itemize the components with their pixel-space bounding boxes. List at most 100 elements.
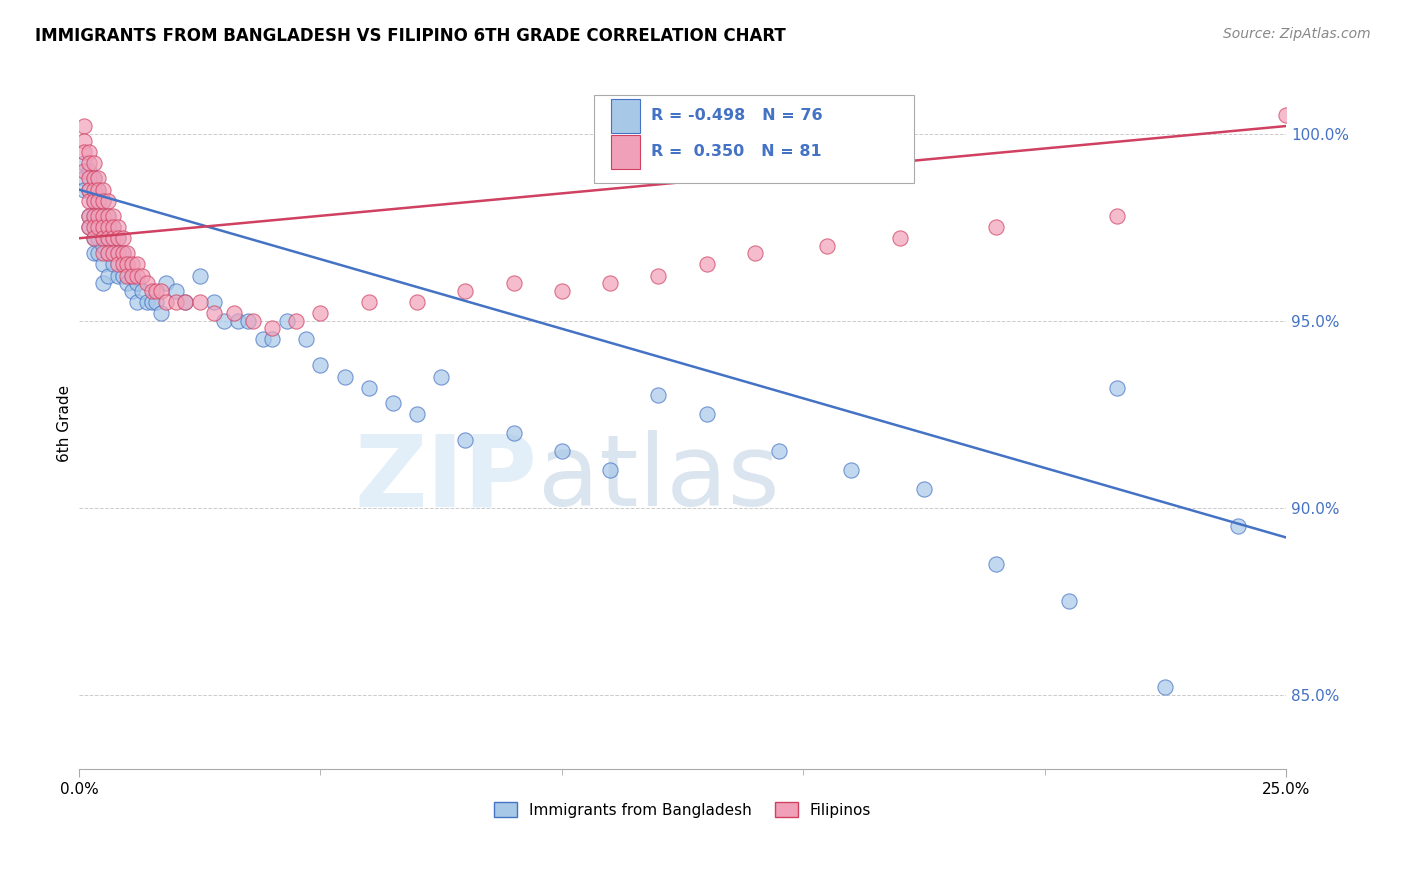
Point xyxy=(91,246,114,260)
Point xyxy=(1105,381,1128,395)
Point xyxy=(77,145,100,160)
Point xyxy=(83,209,105,223)
Point xyxy=(188,268,211,283)
Point xyxy=(117,276,139,290)
Point xyxy=(111,231,134,245)
Point xyxy=(1154,680,1177,694)
Point xyxy=(125,276,148,290)
Point xyxy=(107,246,129,260)
Point xyxy=(91,194,114,208)
Point xyxy=(131,284,153,298)
Text: R =  0.350   N = 81: R = 0.350 N = 81 xyxy=(651,145,821,160)
Point xyxy=(97,209,120,223)
Point xyxy=(73,134,96,148)
Text: atlas: atlas xyxy=(537,430,779,527)
Point xyxy=(77,209,100,223)
Point xyxy=(599,276,621,290)
Point xyxy=(83,183,105,197)
Point xyxy=(309,359,332,373)
Point xyxy=(73,171,96,186)
Point xyxy=(73,145,96,160)
Point xyxy=(145,294,167,309)
Point xyxy=(87,183,110,197)
Point xyxy=(87,220,110,235)
Point xyxy=(87,194,110,208)
Point xyxy=(252,332,274,346)
Point xyxy=(91,238,114,252)
Point xyxy=(551,444,574,458)
Point xyxy=(77,183,100,197)
Point xyxy=(121,257,143,271)
Point xyxy=(107,257,129,271)
Point xyxy=(1057,594,1080,608)
Point xyxy=(83,194,105,208)
FancyBboxPatch shape xyxy=(612,135,640,169)
Point xyxy=(357,294,380,309)
Point xyxy=(815,238,838,252)
Point xyxy=(696,257,718,271)
Point xyxy=(125,257,148,271)
Point xyxy=(97,268,120,283)
Point xyxy=(77,220,100,235)
Point xyxy=(87,183,110,197)
Point xyxy=(101,220,124,235)
Point xyxy=(647,268,669,283)
Point xyxy=(131,268,153,283)
Point xyxy=(262,332,284,346)
Point xyxy=(236,313,259,327)
Point xyxy=(768,444,790,458)
Point xyxy=(73,183,96,197)
Point xyxy=(155,276,177,290)
Point xyxy=(696,407,718,421)
Point xyxy=(117,246,139,260)
Point xyxy=(121,268,143,283)
Point xyxy=(202,306,225,320)
Point xyxy=(188,294,211,309)
Point xyxy=(97,220,120,235)
Point xyxy=(165,294,187,309)
Point xyxy=(1275,108,1298,122)
Point xyxy=(150,306,173,320)
Point xyxy=(77,171,100,186)
Point xyxy=(135,294,157,309)
Point xyxy=(111,268,134,283)
Point xyxy=(111,257,134,271)
Point xyxy=(174,294,197,309)
Point xyxy=(77,156,100,170)
Point xyxy=(83,156,105,170)
Point xyxy=(77,209,100,223)
Point xyxy=(165,284,187,298)
Point xyxy=(107,231,129,245)
Point xyxy=(101,231,124,245)
Point xyxy=(101,246,124,260)
Point xyxy=(212,313,235,327)
Text: Source: ZipAtlas.com: Source: ZipAtlas.com xyxy=(1223,27,1371,41)
Y-axis label: 6th Grade: 6th Grade xyxy=(58,384,72,462)
Point xyxy=(101,220,124,235)
Text: IMMIGRANTS FROM BANGLADESH VS FILIPINO 6TH GRADE CORRELATION CHART: IMMIGRANTS FROM BANGLADESH VS FILIPINO 6… xyxy=(35,27,786,45)
Point xyxy=(87,231,110,245)
Point xyxy=(155,294,177,309)
Point xyxy=(841,463,863,477)
FancyBboxPatch shape xyxy=(612,99,640,133)
Point xyxy=(87,209,110,223)
Point xyxy=(242,313,264,327)
Point xyxy=(912,482,935,496)
Point xyxy=(121,284,143,298)
Point xyxy=(222,306,245,320)
Text: R = -0.498   N = 76: R = -0.498 N = 76 xyxy=(651,109,823,123)
Point xyxy=(83,209,105,223)
Point xyxy=(101,238,124,252)
Point xyxy=(262,321,284,335)
Point xyxy=(202,294,225,309)
Point xyxy=(117,257,139,271)
Point xyxy=(309,306,332,320)
Point xyxy=(889,231,911,245)
Point xyxy=(107,220,129,235)
Point xyxy=(91,257,114,271)
Point xyxy=(125,294,148,309)
Point xyxy=(117,268,139,283)
Point xyxy=(87,171,110,186)
Point xyxy=(73,119,96,133)
Point xyxy=(83,246,105,260)
